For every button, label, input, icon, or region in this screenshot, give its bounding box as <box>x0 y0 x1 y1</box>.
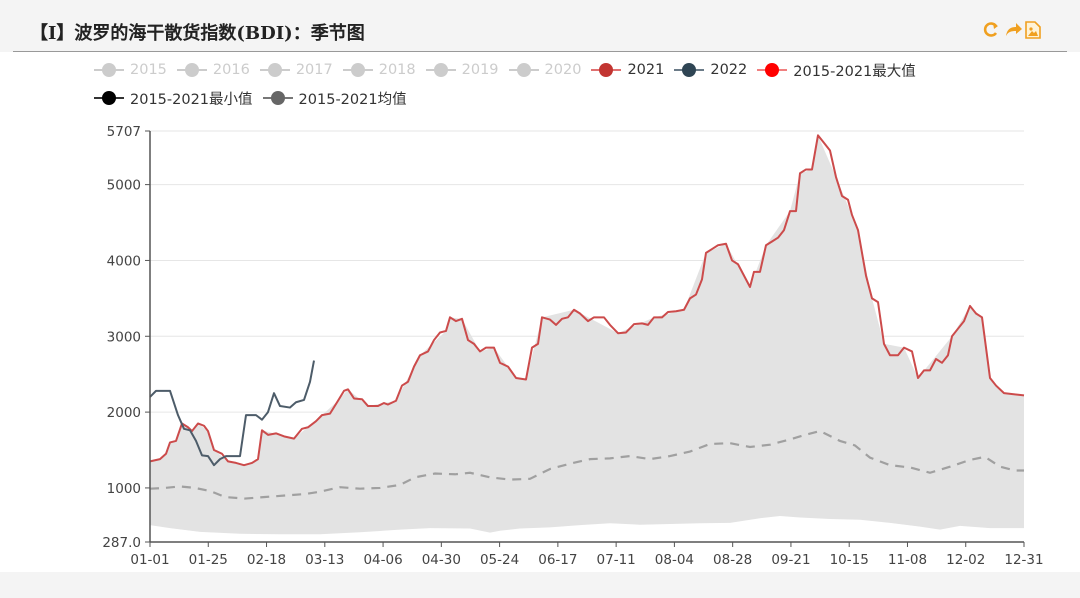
legend-item-2015-2021最小值[interactable]: 2015-2021最小值 <box>94 88 253 109</box>
legend-label: 2021 <box>627 62 665 78</box>
chart-header: 【I】波罗的海干散货指数(BDI)：季节图 <box>0 0 1080 52</box>
x-tick-label: 07-11 <box>597 552 636 568</box>
x-tick-label: 08-28 <box>713 552 752 568</box>
mean-line <box>149 429 1024 500</box>
x-tick-label: 12-02 <box>946 552 985 568</box>
legend-marker-icon <box>259 63 290 77</box>
legend-marker-icon <box>757 63 788 77</box>
min-value-area <box>150 515 1024 542</box>
x-tick-label: 06-17 <box>538 552 577 568</box>
legend-row-2: 2015-2021最小值 2015-2021均值 <box>94 84 1054 112</box>
legend-label: 2018 <box>378 62 416 78</box>
x-tick-label: 12-31 <box>1004 552 1043 568</box>
x-tick-label: 04-30 <box>422 552 461 568</box>
legend-marker-icon <box>262 91 293 105</box>
share-icon[interactable] <box>1004 21 1022 38</box>
legend-row-1: 2015 2016 2017 2018 2019 2020 2021 2022 2015-202… <box>94 56 1054 84</box>
legend-marker-icon <box>94 63 124 77</box>
x-tick-label: 11-08 <box>888 552 927 568</box>
footer-bar <box>0 572 1080 598</box>
legend-label: 2020 <box>544 62 582 78</box>
y-tick-label: 2000 <box>107 405 141 421</box>
legend-label: 2015-2021最小值 <box>130 91 253 108</box>
x-tick-label: 10-15 <box>830 552 869 568</box>
series-2022-line <box>149 360 315 467</box>
legend-marker-icon <box>508 63 539 77</box>
series-2021-line <box>149 134 1025 467</box>
x-tick-label: 08-04 <box>655 552 694 568</box>
legend-marker-icon <box>342 63 373 77</box>
x-tick-label: 09-21 <box>771 552 810 568</box>
legend-label: 2019 <box>461 62 499 78</box>
chart-title: 【I】波罗的海干散货指数(BDI)：季节图 <box>30 23 365 44</box>
legend-item-2015-2021均值[interactable]: 2015-2021均值 <box>262 88 407 109</box>
save-image-icon[interactable] <box>1025 21 1042 39</box>
x-tick-label: 05-24 <box>480 552 519 568</box>
y-tick-label: 3000 <box>107 329 141 345</box>
legend-item-2016[interactable]: 2016 <box>176 62 250 78</box>
legend-marker-icon <box>674 63 705 77</box>
legend-marker-icon <box>425 63 456 77</box>
x-tick-label: 04-06 <box>363 552 402 568</box>
legend-marker-icon <box>176 63 207 77</box>
header-divider <box>13 51 1067 52</box>
legend-item-2015[interactable]: 2015 <box>94 62 167 78</box>
legend-label: 2015 <box>130 62 167 78</box>
x-tick-label: 01-01 <box>130 552 169 568</box>
legend-item-2018[interactable]: 2018 <box>342 62 416 78</box>
legend-item-2017[interactable]: 2017 <box>259 62 333 78</box>
x-tick-label: 02-18 <box>247 552 286 568</box>
legend-marker-icon <box>94 91 124 105</box>
y-tick-label: 4000 <box>107 253 141 269</box>
toolbar <box>983 21 1042 39</box>
legend-item-2015-2021最大值[interactable]: 2015-2021最大值 <box>757 60 916 81</box>
y-tick-label: 5707 <box>107 124 141 140</box>
max-value-area <box>150 135 1024 542</box>
x-tick-label: 03-13 <box>305 552 344 568</box>
legend-marker-icon <box>591 63 622 77</box>
x-tick-label: 01-25 <box>189 552 228 568</box>
legend-item-2022[interactable]: 2022 <box>674 62 747 78</box>
y-tick-label: 5000 <box>107 178 141 194</box>
legend-label: 2017 <box>295 62 333 78</box>
legend-item-2019[interactable]: 2019 <box>425 62 499 78</box>
legend-item-2021[interactable]: 2021 <box>591 62 664 78</box>
refresh-icon[interactable] <box>983 21 1000 38</box>
legend-label: 2015-2021最大值 <box>793 63 916 80</box>
legend-label: 2015-2021均值 <box>298 91 407 108</box>
legend-label: 2022 <box>710 62 748 78</box>
chart-legend: 2015 2016 2017 2018 2019 2020 2021 2022 2015-202… <box>94 56 1054 112</box>
legend-label: 2016 <box>212 62 250 78</box>
y-tick-label: 1000 <box>107 481 141 497</box>
legend-item-2020[interactable]: 2020 <box>508 62 582 78</box>
y-tick-label: 287.0 <box>102 535 141 551</box>
